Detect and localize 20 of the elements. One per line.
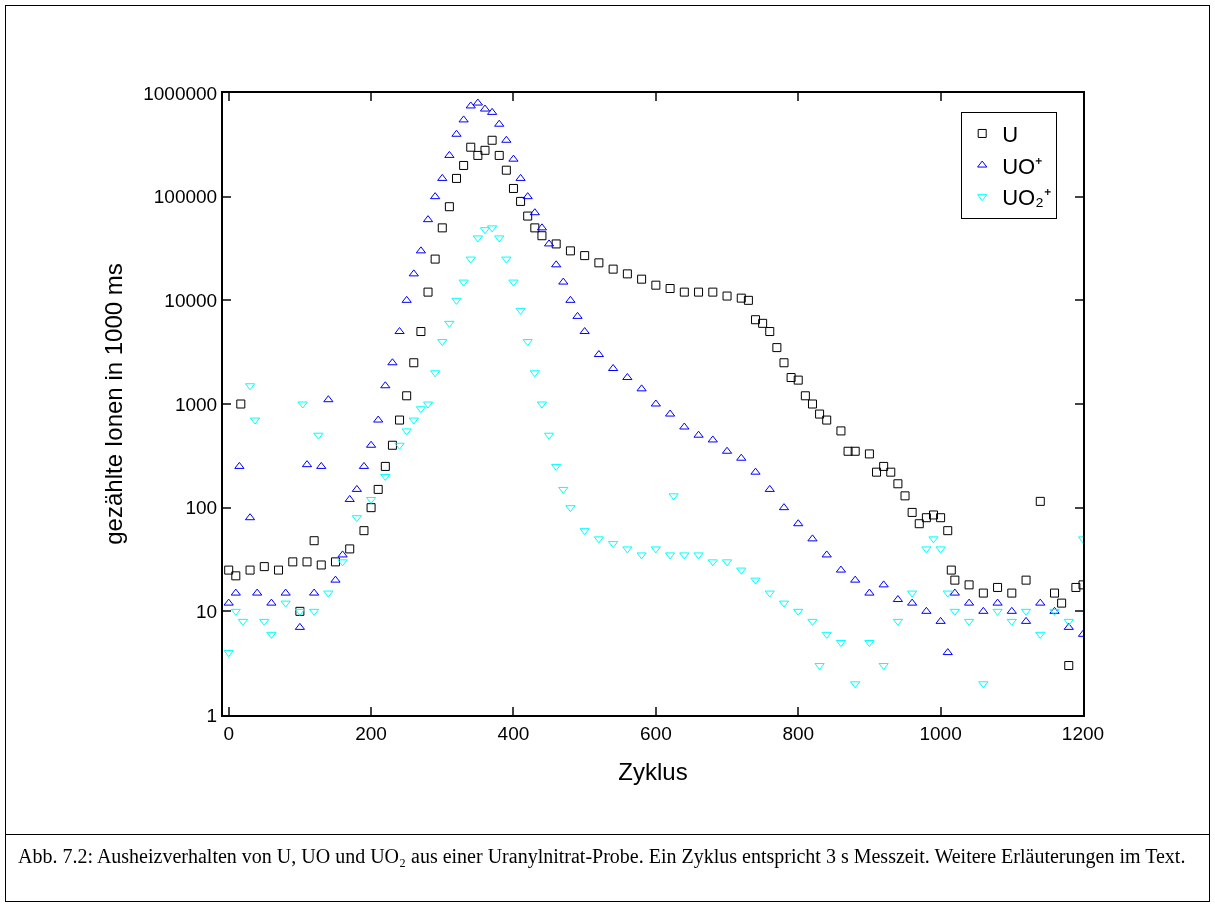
x-tick-label: 600 [640, 722, 672, 744]
legend-label: U [1002, 122, 1019, 148]
legend-label: UO⁺ [1002, 153, 1043, 179]
x-tick-label: 1000 [919, 722, 962, 744]
x-tick-label: 0 [223, 722, 234, 744]
y-tick-label: 10 [196, 600, 218, 622]
y-tick-label: 1000 [174, 393, 218, 415]
y-tick-label: 1000000 [143, 82, 218, 104]
x-tick-label: 800 [782, 722, 815, 744]
x-tick-label: 1200 [1061, 722, 1105, 744]
y-tick-label: 100 [185, 497, 218, 519]
y-axis-title: gezählte Ionen in 1000 ms [99, 263, 127, 545]
legend-label: UO₂⁺ [1002, 185, 1051, 211]
x-axis-title: Zyklus [618, 757, 688, 785]
x-tick-label: 200 [355, 722, 387, 744]
y-tick-label: 100000 [153, 186, 218, 208]
y-tick-label: 1 [206, 704, 218, 726]
y-tick-label: 10000 [164, 289, 218, 311]
caption: Abb. 7.2: Ausheizverhalten von U, UO und UO₂ aus einer Uranylnitrat-Probe. Ein Zyklus entspricht 3 s Messzeit. Weitere Erläuterungen im Text. [6, 834, 1209, 877]
x-tick-label: 400 [497, 722, 530, 744]
